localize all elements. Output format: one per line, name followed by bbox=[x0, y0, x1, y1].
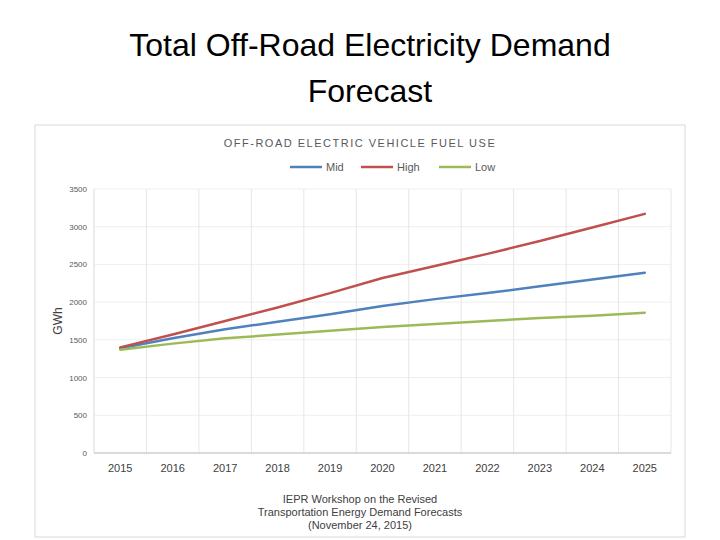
x-tick-label: 2019 bbox=[318, 462, 342, 474]
canvas: Total Off-Road Electricity Demand Forecas… bbox=[0, 0, 720, 540]
y-tick-label: 1500 bbox=[69, 336, 87, 345]
slide-title: Forecast bbox=[308, 73, 433, 109]
x-tick-label: 2025 bbox=[633, 462, 657, 474]
x-tick-label: 2021 bbox=[423, 462, 447, 474]
y-tick-label: 3500 bbox=[69, 185, 87, 194]
category-grid-line bbox=[513, 189, 514, 453]
category-grid-line bbox=[198, 189, 199, 453]
grid-line bbox=[94, 189, 671, 190]
x-tick-label: 2020 bbox=[370, 462, 394, 474]
x-tick-label: 2015 bbox=[108, 462, 132, 474]
x-axis bbox=[94, 453, 671, 454]
x-tick-label: 2023 bbox=[528, 462, 552, 474]
x-tick-label: 2024 bbox=[580, 462, 604, 474]
y-tick-label: 1000 bbox=[69, 374, 87, 383]
slide-title: Total Off-Road Electricity Demand bbox=[129, 27, 610, 63]
y-tick-label: 3000 bbox=[69, 223, 87, 232]
legend-swatch bbox=[439, 166, 471, 169]
y-axis-label: GWh bbox=[51, 307, 65, 334]
legend-label: Low bbox=[475, 161, 495, 173]
plot-area bbox=[120, 214, 645, 350]
chart-title: OFF-ROAD ELECTRIC VEHICLE FUEL USE bbox=[224, 137, 496, 149]
x-tick-label: 2016 bbox=[160, 462, 184, 474]
category-grid-line bbox=[303, 189, 304, 453]
x-tick-label: 2018 bbox=[265, 462, 289, 474]
y-tick-label: 500 bbox=[74, 411, 88, 420]
grid-line bbox=[94, 264, 671, 265]
footnote: IEPR Workshop on the Revised bbox=[283, 493, 437, 505]
series-line bbox=[120, 273, 645, 348]
y-tick-label: 2500 bbox=[69, 260, 87, 269]
category-grid-line bbox=[146, 189, 147, 453]
grid-line bbox=[94, 339, 671, 340]
x-tick-label: 2017 bbox=[213, 462, 237, 474]
category-grid-line bbox=[566, 189, 567, 453]
series-line bbox=[120, 313, 645, 350]
category-grid-line bbox=[408, 189, 409, 453]
y-tick-label: 2000 bbox=[69, 298, 87, 307]
category-grid-line bbox=[251, 189, 252, 453]
grid-line bbox=[94, 415, 671, 416]
grid-line bbox=[94, 302, 671, 303]
chart-frame bbox=[35, 125, 685, 537]
y-axis bbox=[94, 189, 95, 453]
category-grid-line bbox=[461, 189, 462, 453]
y-tick-label: 0 bbox=[83, 449, 88, 458]
category-grid-line bbox=[356, 189, 357, 453]
footnote: (November 24, 2015) bbox=[308, 519, 412, 531]
grid-line bbox=[94, 226, 671, 227]
x-tick-label: 2022 bbox=[475, 462, 499, 474]
legend-label: Mid bbox=[326, 161, 344, 173]
category-grid-line bbox=[671, 189, 672, 453]
category-grid-line bbox=[618, 189, 619, 453]
legend-label: High bbox=[397, 161, 420, 173]
legend-swatch bbox=[290, 166, 322, 169]
footnote: Transportation Energy Demand Forecasts bbox=[258, 506, 463, 518]
grid-line bbox=[94, 453, 671, 454]
grid-line bbox=[94, 377, 671, 378]
legend-swatch bbox=[361, 166, 393, 169]
category-grid-line bbox=[94, 189, 95, 453]
slide: Total Off-Road Electricity Demand Forecas… bbox=[0, 0, 720, 540]
